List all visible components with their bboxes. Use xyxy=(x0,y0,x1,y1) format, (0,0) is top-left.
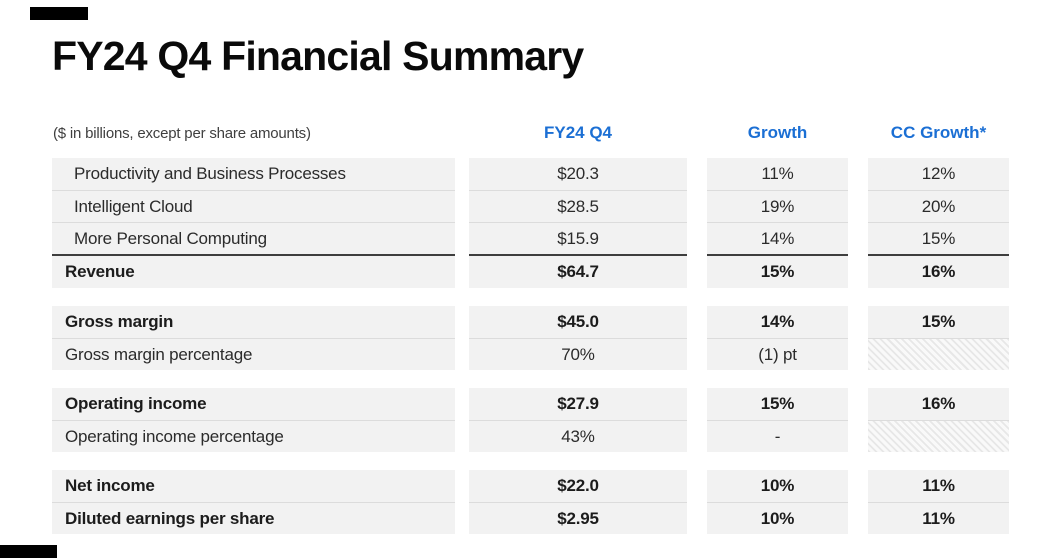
row-label: Net income xyxy=(52,470,455,502)
value-cell-fy24-q4: $45.0 xyxy=(469,306,687,338)
value-cell-fy24-q4: 43% xyxy=(469,420,687,452)
table-row: Intelligent Cloud $28.5 19% 20% xyxy=(52,190,1009,222)
row-label: Operating income percentage xyxy=(52,420,455,452)
bottom-left-accent-bar xyxy=(0,545,57,558)
value-cell-cc-growth: 11% xyxy=(868,502,1009,534)
value-cell-fy24-q4: $20.3 xyxy=(469,158,687,190)
column-header-growth: Growth xyxy=(747,123,808,142)
value-cell-cc-growth: 11% xyxy=(868,470,1009,502)
value-cell-growth: 14% xyxy=(707,306,848,338)
hatched-na-cell xyxy=(868,338,1009,370)
value-cell-fy24-q4: $64.7 xyxy=(469,254,687,288)
row-label: Diluted earnings per share xyxy=(52,502,455,534)
value-cell-fy24-q4: $2.95 xyxy=(469,502,687,534)
row-group: Productivity and Business Processes $20.3… xyxy=(52,158,1009,288)
value-cell-growth: 15% xyxy=(707,254,848,288)
table-row: More Personal Computing $15.9 14% 15% xyxy=(52,222,1009,254)
table-row: Operating income percentage 43% - xyxy=(52,420,1009,452)
value-cell-fy24-q4: $22.0 xyxy=(469,470,687,502)
page-title: FY24 Q4 Financial Summary xyxy=(52,33,584,79)
row-group: Operating income $27.9 15% 16% Operating inc… xyxy=(52,388,1009,452)
value-cell-growth: 15% xyxy=(707,388,848,420)
value-cell-growth: - xyxy=(707,420,848,452)
value-cell-fy24-q4: $15.9 xyxy=(469,222,687,254)
row-group: Gross margin $45.0 14% 15% Gross margin perc… xyxy=(52,306,1009,370)
value-cell-fy24-q4: $28.5 xyxy=(469,190,687,222)
row-group: Net income $22.0 10% 11% Diluted earnings pe… xyxy=(52,470,1009,534)
value-cell-growth: 14% xyxy=(707,222,848,254)
value-cell-growth: 10% xyxy=(707,470,848,502)
table-row: Gross margin percentage 70% (1) pt xyxy=(52,338,1009,370)
value-cell-cc-growth: 15% xyxy=(868,222,1009,254)
row-label: Revenue xyxy=(52,254,455,288)
value-cell-growth: 11% xyxy=(707,158,848,190)
table-row: Gross margin $45.0 14% 15% xyxy=(52,306,1009,338)
value-cell-fy24-q4: 70% xyxy=(469,338,687,370)
column-header-cc-growth: CC Growth* xyxy=(890,123,987,142)
row-label: Intelligent Cloud xyxy=(52,190,455,222)
table-row: Net income $22.0 10% 11% xyxy=(52,470,1009,502)
row-label: Gross margin xyxy=(52,306,455,338)
table-row: Diluted earnings per share $2.95 10% 11% xyxy=(52,502,1009,534)
column-header-fy24-q4: FY24 Q4 xyxy=(543,123,613,142)
top-left-accent-bar xyxy=(30,7,88,20)
table-row: Productivity and Business Processes $20.3… xyxy=(52,158,1009,190)
row-label: Gross margin percentage xyxy=(52,338,455,370)
value-cell-growth: (1) pt xyxy=(707,338,848,370)
value-cell-cc-growth: 16% xyxy=(868,388,1009,420)
units-note: ($ in billions, except per share amounts… xyxy=(53,125,311,142)
row-label: Productivity and Business Processes xyxy=(52,158,455,190)
value-cell-fy24-q4: $27.9 xyxy=(469,388,687,420)
table-row: Operating income $27.9 15% 16% xyxy=(52,388,1009,420)
value-cell-cc-growth: 12% xyxy=(868,158,1009,190)
row-label: More Personal Computing xyxy=(52,222,455,254)
value-cell-cc-growth: 16% xyxy=(868,254,1009,288)
value-cell-growth: 19% xyxy=(707,190,848,222)
table-row: Revenue $64.7 15% 16% xyxy=(52,254,1009,288)
value-cell-growth: 10% xyxy=(707,502,848,534)
table-header-row: ($ in billions, except per share amounts… xyxy=(52,117,1009,145)
value-cell-cc-growth: 15% xyxy=(868,306,1009,338)
value-cell-cc-growth: 20% xyxy=(868,190,1009,222)
row-label: Operating income xyxy=(52,388,455,420)
financial-table: Productivity and Business Processes $20.3… xyxy=(52,158,1009,552)
hatched-na-cell xyxy=(868,420,1009,452)
